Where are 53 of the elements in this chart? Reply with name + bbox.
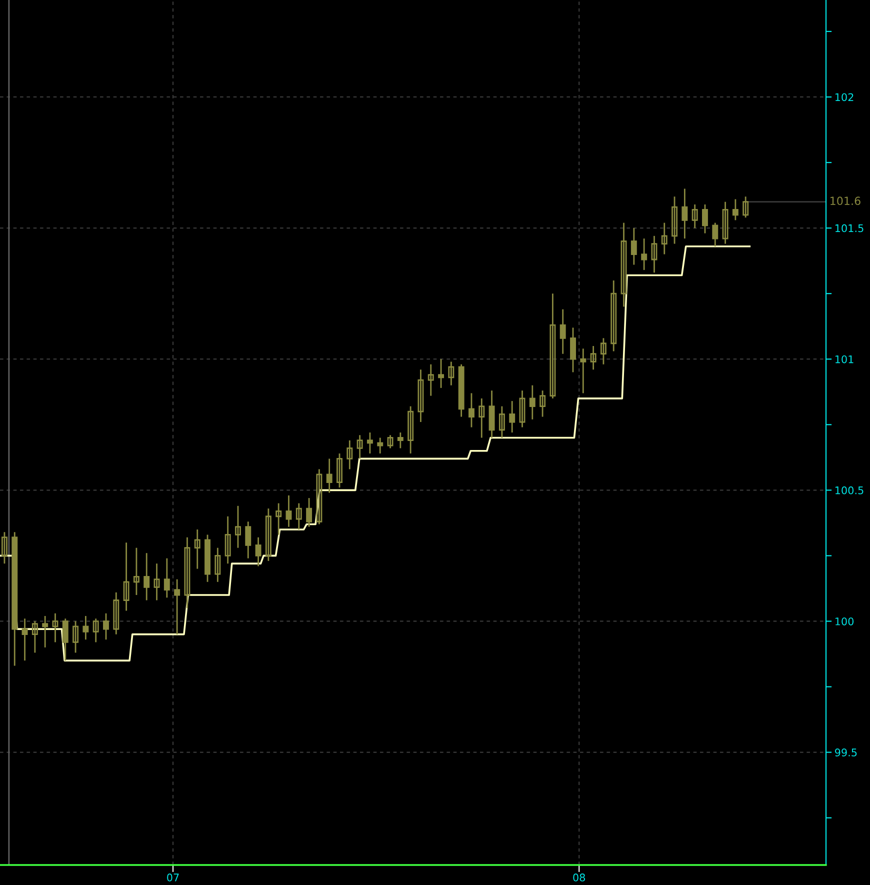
candlestick [428,364,434,396]
candlestick [346,440,353,470]
candlestick [296,502,302,530]
y-tick-label: 100 [835,617,854,626]
x-tick-label: 07 [167,874,179,882]
candlestick [72,620,79,654]
candlestick [184,536,190,609]
candlestick [265,508,272,562]
candlestick [498,406,505,438]
candlestick [610,280,617,352]
line-series [0,245,751,662]
candlestick [408,406,414,454]
candlestick [123,542,130,612]
y-tick-label: 100.5 [835,486,864,494]
candlestick [661,222,668,255]
x-tick-label: 08 [573,874,586,882]
candlestick [418,368,424,423]
candlestick [356,434,363,460]
candlestick [276,502,282,536]
candlestick [387,434,394,449]
candlestick [672,196,678,244]
candlestick [52,612,58,643]
candlestick [316,468,322,525]
candlestick [550,292,556,400]
candlestick [692,204,698,229]
candlestick [600,337,606,366]
ref-line-label: 101.6 [830,196,860,206]
candlestick [133,547,140,596]
candlestick [336,452,342,488]
candlestick [478,398,485,438]
candlestick [722,201,728,244]
y-tick-label: 101 [835,355,854,364]
candlestick [590,345,596,370]
candlestick [1,531,8,564]
candlestick [113,592,120,636]
y-tick-label: 102 [835,93,854,102]
y-tick-label: 101.5 [835,224,864,232]
candlestick [540,390,546,418]
candlestick [224,516,231,564]
candlestick [366,432,373,454]
candlestick [92,618,99,643]
candlestick [742,196,749,218]
candlestick [234,505,241,549]
candlestick [448,361,454,386]
candlestick [194,528,200,570]
candlestick [154,562,160,601]
candlestick [620,222,627,308]
candlestick [651,235,658,274]
candlestick [214,547,221,583]
candlestick [32,620,38,654]
y-tick-label: 99.5 [834,748,857,756]
candlestick [519,390,526,428]
candlestick [438,358,444,389]
